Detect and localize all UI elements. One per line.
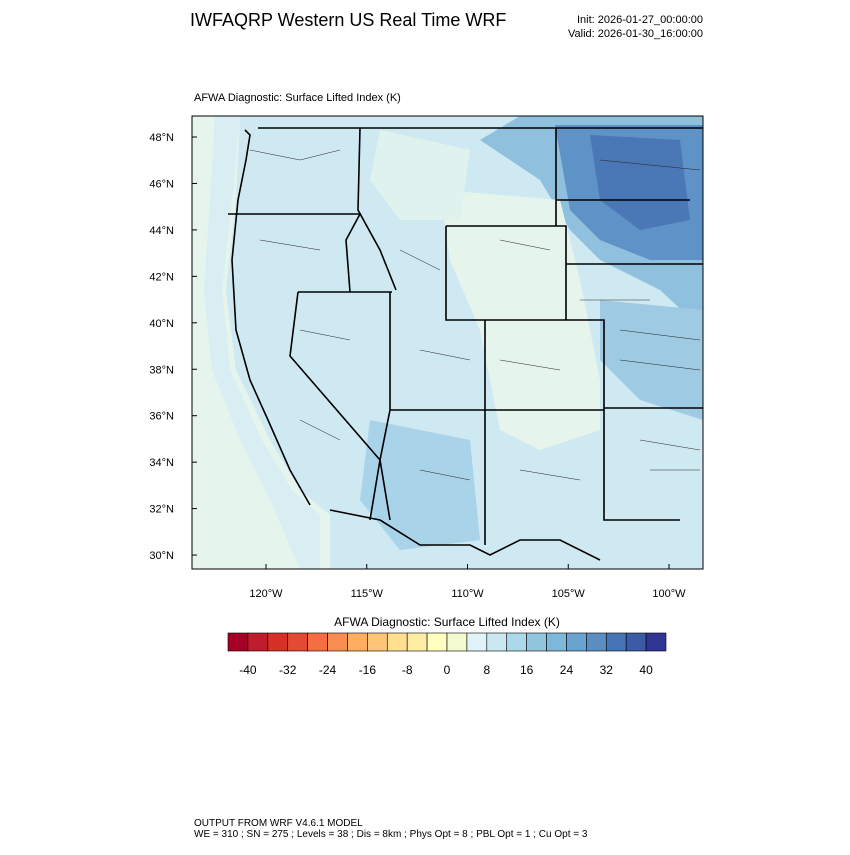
colorbar-tick-label: 8	[483, 663, 490, 677]
colorbar-box	[466, 632, 488, 652]
colorbar-box	[247, 632, 269, 652]
colorbar-tick-label: 16	[520, 663, 534, 677]
colorbar-tick-label: -32	[279, 663, 297, 677]
lat-label: 44°N	[149, 225, 174, 237]
colorbar-title: AFWA Diagnostic: Surface Lifted Index (K…	[334, 615, 560, 629]
colorbar-box	[327, 632, 348, 652]
colorbar-box	[406, 632, 428, 652]
lat-label: 34°N	[149, 457, 174, 469]
lat-labels: 48°N 46°N 44°N 42°N 40°N 38°N 36°N 34°N 32°N 30°N	[149, 132, 197, 562]
valid-time: Valid: 2026-01-30_16:00:00	[568, 28, 703, 40]
lon-label: 115°W	[351, 588, 384, 600]
lon-label: 110°W	[451, 588, 484, 600]
colorbar-box	[267, 632, 289, 652]
colorbar-box	[506, 632, 527, 652]
colorbar-tick-label: 40	[639, 663, 653, 677]
colorbar-tick-label: -8	[402, 663, 413, 677]
colorbar-box	[625, 632, 647, 652]
main-title: IWFAQRP Western US Real Time WRF	[190, 10, 506, 30]
lat-label: 46°N	[149, 178, 174, 190]
lat-label: 42°N	[149, 271, 174, 283]
map	[191, 115, 704, 570]
colorbar-tick-label: -16	[359, 663, 377, 677]
lat-label: 48°N	[149, 132, 174, 144]
lon-label: 105°W	[552, 588, 586, 600]
lat-label: 36°N	[149, 411, 174, 423]
map-title: AFWA Diagnostic: Surface Lifted Index (K…	[194, 92, 401, 104]
lat-label: 38°N	[149, 364, 174, 376]
lon-label: 120°W	[249, 588, 283, 600]
lat-label: 32°N	[149, 504, 174, 516]
colorbar-box	[426, 632, 448, 652]
colorbar-box	[486, 632, 508, 652]
colorbar-tick-label: -40	[239, 663, 257, 677]
colorbar-box	[367, 632, 388, 652]
colorbar-box	[227, 632, 249, 652]
colorbar: -40 -32 -24 -16 -8 0 8 16 24 32 40	[227, 632, 667, 677]
colorbar-box	[386, 632, 408, 652]
lat-label: 30°N	[149, 550, 174, 562]
colorbar-box	[307, 632, 328, 652]
colorbar-tick-label: -24	[319, 663, 337, 677]
colorbar-tick-label: 0	[444, 663, 451, 677]
colorbar-box	[446, 632, 468, 652]
footer-line: WE = 310 ; SN = 275 ; Levels = 38 ; Dis …	[194, 829, 588, 840]
colorbar-box	[347, 632, 368, 652]
colorbar-box	[287, 632, 308, 652]
colorbar-box	[586, 632, 607, 652]
colorbar-box	[546, 632, 567, 652]
init-time: Init: 2026-01-27_00:00:00	[577, 14, 703, 26]
colorbar-box	[605, 632, 627, 652]
footer-line: OUTPUT FROM WRF V4.6.1 MODEL	[194, 818, 363, 829]
lon-labels: 120°W 115°W 110°W 105°W 100°W	[249, 564, 686, 600]
colorbar-box	[645, 632, 667, 652]
colorbar-tick-label: 24	[560, 663, 574, 677]
colorbar-box	[526, 632, 547, 652]
colorbar-tick-label: 32	[600, 663, 614, 677]
lon-label: 100°W	[652, 588, 686, 600]
lat-label: 40°N	[149, 318, 174, 330]
colorbar-box	[566, 632, 587, 652]
